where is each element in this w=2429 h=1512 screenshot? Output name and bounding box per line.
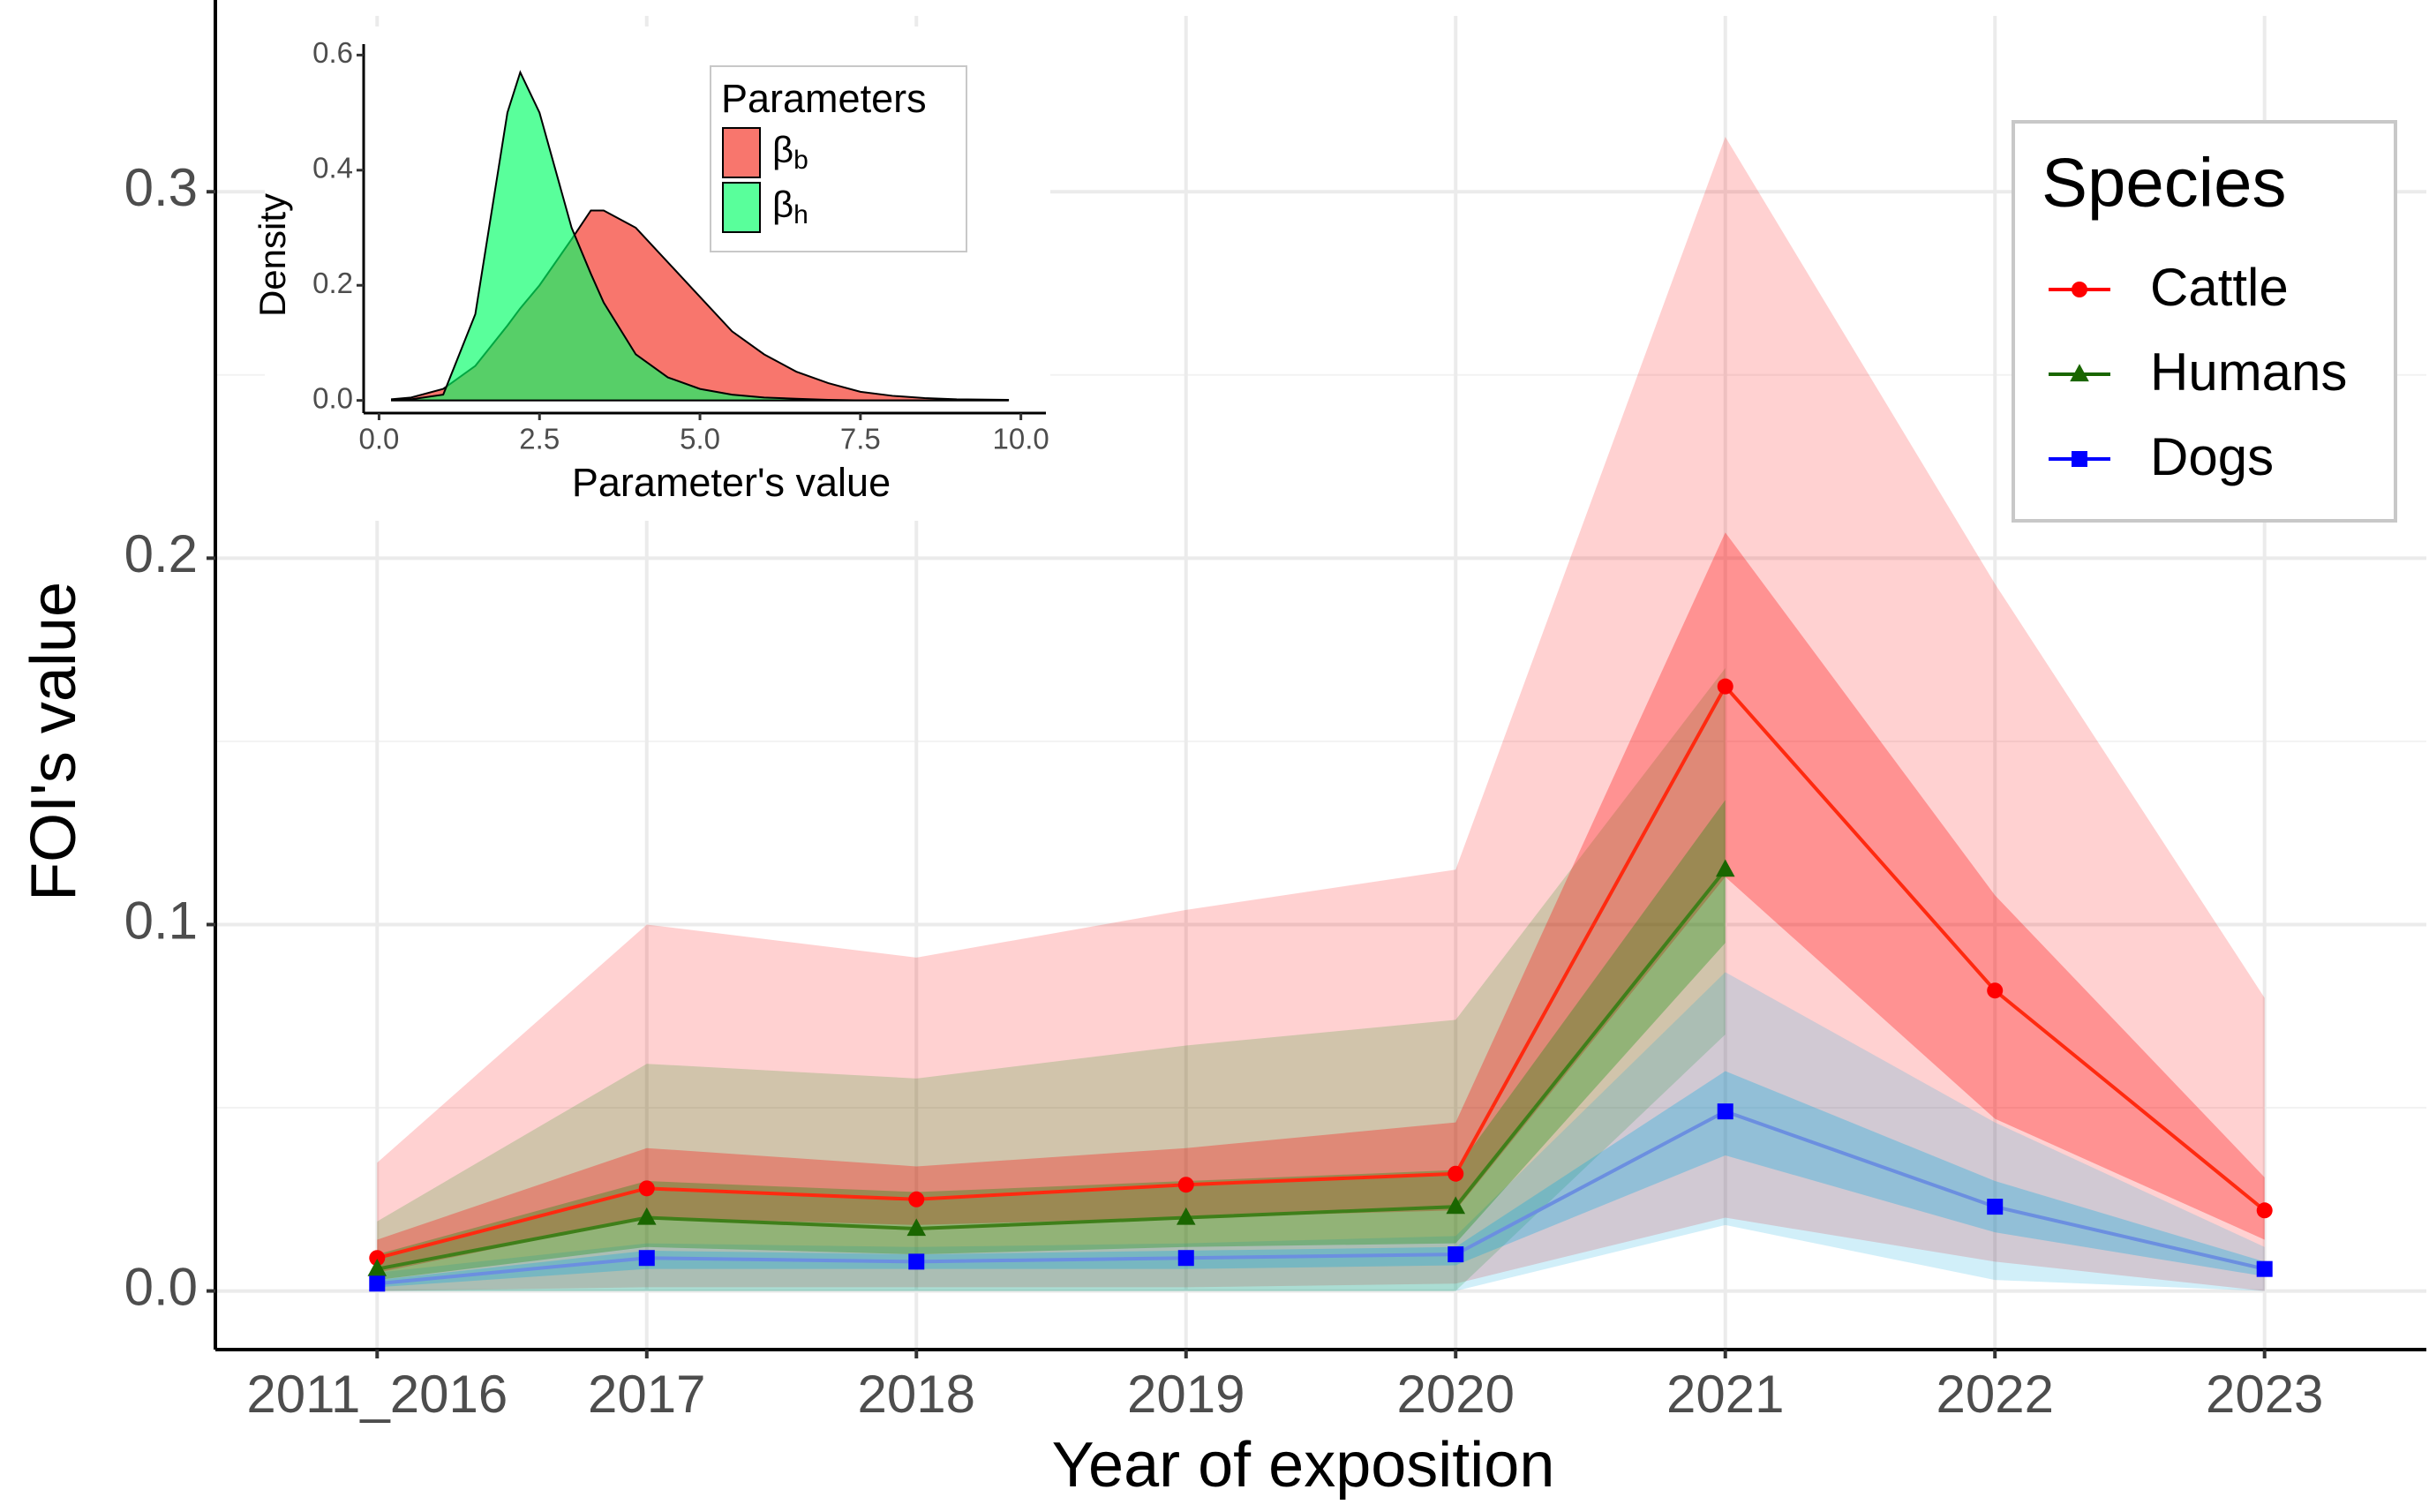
interval-band [377, 972, 2265, 1291]
series-line [376, 868, 1727, 1271]
point [2256, 1202, 2273, 1219]
point [1717, 1103, 1733, 1120]
legend-label: Dogs [2150, 427, 2274, 486]
point [1717, 678, 1733, 695]
x-tick-label: 2018 [858, 1365, 975, 1424]
point [369, 1275, 386, 1292]
point [1176, 1207, 1196, 1225]
x-axis-title: Year of exposition [1052, 1430, 1555, 1501]
point [1448, 1246, 1464, 1263]
point [1448, 1165, 1464, 1182]
x-tick-label: 2020 [1397, 1365, 1515, 1424]
interval-band [377, 667, 1726, 1291]
point [638, 1180, 655, 1197]
legend-title: Species [2042, 144, 2287, 222]
series-line [377, 1110, 2266, 1286]
point [1987, 1199, 2004, 1215]
x-tick-label: 2021 [1666, 1365, 1784, 1424]
y-tick-label: 0.0 [124, 1257, 198, 1316]
point [369, 1250, 386, 1267]
interval-band [377, 136, 2265, 1291]
x-tick-label: 2011_2016 [246, 1365, 508, 1424]
inset-x-tick-label: 0.0 [359, 423, 400, 455]
y-tick-label: 0.1 [124, 891, 198, 950]
inset-x-tick-label: 10.0 [993, 423, 1049, 455]
inset-legend-label: βb [772, 129, 808, 175]
interval-band [377, 800, 1726, 1281]
inset-legend-key [722, 182, 761, 233]
x-tick-label: 2023 [2206, 1365, 2323, 1424]
point [908, 1191, 925, 1207]
point [2072, 282, 2087, 297]
interval-band [377, 532, 2265, 1273]
inset-y-tick-label: 0.4 [312, 152, 353, 184]
point [638, 1250, 655, 1267]
x-tick-label: 2017 [588, 1365, 705, 1424]
point [1446, 1196, 1466, 1215]
y-tick-label: 0.3 [124, 158, 198, 217]
interval-band [377, 1071, 2265, 1288]
series-line [376, 683, 2266, 1260]
point [1177, 1177, 1194, 1193]
point [2256, 1260, 2273, 1277]
point [2070, 364, 2089, 382]
inset-legend-label: βh [772, 184, 808, 229]
x-tick-label: 2022 [1936, 1365, 2053, 1424]
point [1987, 982, 2004, 999]
inset-y-tick-label: 0.2 [312, 267, 353, 299]
y-tick-label: 0.2 [124, 524, 198, 583]
point [367, 1258, 387, 1276]
legend-label: Cattle [2150, 258, 2289, 317]
point [1177, 1250, 1194, 1267]
point [906, 1218, 927, 1237]
inset-x-tick-label: 2.5 [519, 423, 560, 455]
point [2072, 451, 2087, 467]
inset-y-axis-title: Density [252, 193, 293, 317]
inset-y-tick-label: 0.6 [312, 36, 353, 69]
inset-y-tick-label: 0.0 [312, 381, 353, 414]
legend-label: Humans [2150, 342, 2347, 402]
inset-x-tick-label: 5.0 [680, 423, 720, 455]
inset-legend-title: Parameters [721, 76, 927, 121]
point [636, 1207, 657, 1225]
point [1715, 859, 1735, 877]
inset-x-axis-title: Parameter's value [572, 460, 891, 505]
point [908, 1253, 925, 1270]
inset-x-tick-label: 7.5 [840, 423, 881, 455]
density-area [390, 70, 1009, 402]
y-axis-title: FOI's value [19, 582, 89, 901]
x-tick-label: 2019 [1127, 1365, 1245, 1424]
inset-legend-key [722, 127, 761, 178]
